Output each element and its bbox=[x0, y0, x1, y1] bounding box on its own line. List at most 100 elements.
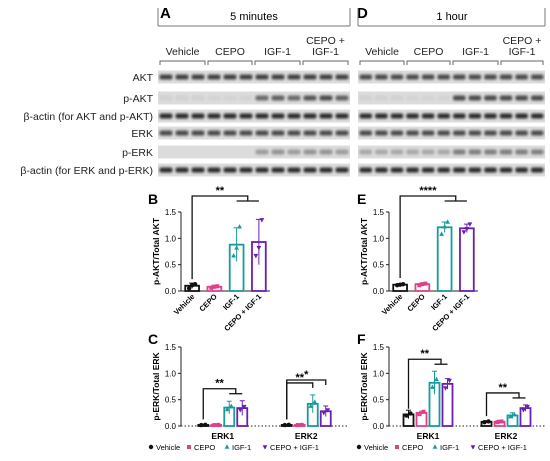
blot-band bbox=[468, 95, 482, 101]
blot-band bbox=[191, 113, 205, 119]
blot-band bbox=[303, 74, 317, 80]
blot-band bbox=[287, 149, 301, 155]
blot-band bbox=[437, 74, 450, 80]
blot-band bbox=[375, 113, 388, 119]
legend-marker bbox=[470, 445, 476, 450]
data-point bbox=[417, 283, 422, 288]
panel-letter-b: B bbox=[148, 191, 158, 207]
significance-bracket-label: ** bbox=[420, 348, 429, 360]
blot-band bbox=[255, 74, 269, 80]
blot-band bbox=[499, 74, 513, 80]
blot-band bbox=[499, 130, 513, 136]
blot-band bbox=[303, 149, 317, 155]
legend-label: IGF-1 bbox=[232, 443, 251, 452]
data-point bbox=[482, 420, 487, 425]
legend-label: CEPO + IGF-1 bbox=[478, 443, 527, 452]
blot-band bbox=[175, 113, 189, 119]
blot-band bbox=[453, 167, 466, 173]
data-point bbox=[234, 245, 240, 250]
blot-band bbox=[453, 95, 466, 101]
blot-group-label: Vehicle bbox=[365, 46, 399, 58]
blot-band bbox=[437, 149, 450, 155]
data-point bbox=[443, 386, 448, 391]
blot-strip bbox=[158, 145, 350, 159]
y-axis-label: p-AKT/Total AKT bbox=[151, 217, 161, 285]
blot-band bbox=[239, 113, 253, 119]
blot-group-bracket bbox=[207, 60, 253, 65]
data-point bbox=[461, 230, 467, 235]
data-point bbox=[325, 408, 331, 413]
blot-strip bbox=[158, 91, 350, 105]
blot-group-label: CEPO bbox=[215, 46, 245, 58]
blot-band bbox=[239, 95, 253, 101]
blot-band bbox=[159, 130, 173, 136]
blot-band bbox=[335, 113, 349, 119]
blot-strip bbox=[358, 91, 545, 105]
data-point bbox=[404, 413, 409, 418]
blot-band bbox=[159, 74, 173, 80]
blot-band bbox=[530, 167, 544, 173]
blot-band bbox=[530, 113, 544, 119]
blot-band bbox=[207, 74, 221, 80]
y-tick-label: 1.5 bbox=[373, 208, 385, 217]
blot-band bbox=[223, 130, 237, 136]
legend-label: CEPO bbox=[194, 443, 215, 452]
chart-panel-f: 0.0 0.5 1.0 1.5 p-ERK/Total ERK ERK1 ERK2 ** ** V… bbox=[356, 343, 545, 452]
blot-group-label: Vehicle bbox=[166, 46, 200, 58]
y-tick-label: 0.0 bbox=[165, 422, 177, 431]
blot-band bbox=[255, 95, 269, 101]
significance-bracket-line bbox=[399, 195, 457, 279]
blot-band bbox=[303, 113, 317, 119]
blot-band bbox=[390, 149, 404, 155]
blot-band bbox=[271, 113, 285, 119]
blot-band bbox=[375, 130, 388, 136]
blot-row-label: p-ERK bbox=[122, 147, 153, 159]
significance-bracket-label: **** bbox=[419, 185, 437, 197]
panel-letter-a: A bbox=[160, 5, 171, 22]
y-tick-label: 1.5 bbox=[165, 208, 177, 217]
blot-strip bbox=[158, 126, 350, 140]
blot-band bbox=[390, 167, 404, 173]
blot-band bbox=[319, 95, 333, 101]
blot-band bbox=[421, 113, 435, 119]
blot-band bbox=[207, 130, 221, 136]
legend-marker bbox=[187, 445, 191, 449]
data-point bbox=[241, 404, 247, 410]
data-point bbox=[295, 423, 300, 428]
blot-band bbox=[207, 95, 221, 101]
blot-band bbox=[375, 149, 388, 155]
blot-band bbox=[271, 130, 285, 136]
legend-label: Vehicle bbox=[364, 443, 388, 452]
blot-band bbox=[530, 130, 544, 136]
significance-bracket-label: ** bbox=[295, 372, 304, 384]
legend-label: CEPO + IGF-1 bbox=[270, 443, 319, 452]
blot-strip bbox=[358, 109, 545, 123]
blot-group-bracket bbox=[500, 60, 544, 65]
legend-label: CEPO bbox=[402, 443, 423, 452]
significance-bracket-line bbox=[286, 382, 314, 420]
blot-row-label: AKT bbox=[133, 72, 154, 84]
significance-bracket-label: ** bbox=[215, 378, 224, 390]
x-tick-label: ERK1 bbox=[211, 431, 234, 441]
data-point bbox=[439, 231, 445, 236]
data-point bbox=[420, 282, 425, 287]
blot-band bbox=[271, 74, 285, 80]
data-point bbox=[445, 219, 451, 224]
y-tick-label: 1.5 bbox=[165, 343, 177, 352]
data-point bbox=[512, 412, 517, 417]
blot-group-label: IGF-1 bbox=[312, 46, 339, 58]
blot-band bbox=[437, 113, 450, 119]
blot-strip bbox=[158, 163, 350, 177]
blot-group-bracket bbox=[359, 60, 405, 65]
blot-band bbox=[468, 149, 482, 155]
blot-band bbox=[287, 113, 301, 119]
blot-band bbox=[255, 113, 269, 119]
blot-band bbox=[191, 95, 205, 101]
blot-band bbox=[484, 74, 497, 80]
blot-row-label: β-actin (for ERK and p-ERK) bbox=[20, 165, 153, 177]
blot-band bbox=[437, 130, 450, 136]
y-tick-label: 1.0 bbox=[165, 234, 177, 243]
time-header-1hr: 1 hour bbox=[436, 11, 468, 23]
x-tick-label: ERK2 bbox=[495, 431, 518, 441]
